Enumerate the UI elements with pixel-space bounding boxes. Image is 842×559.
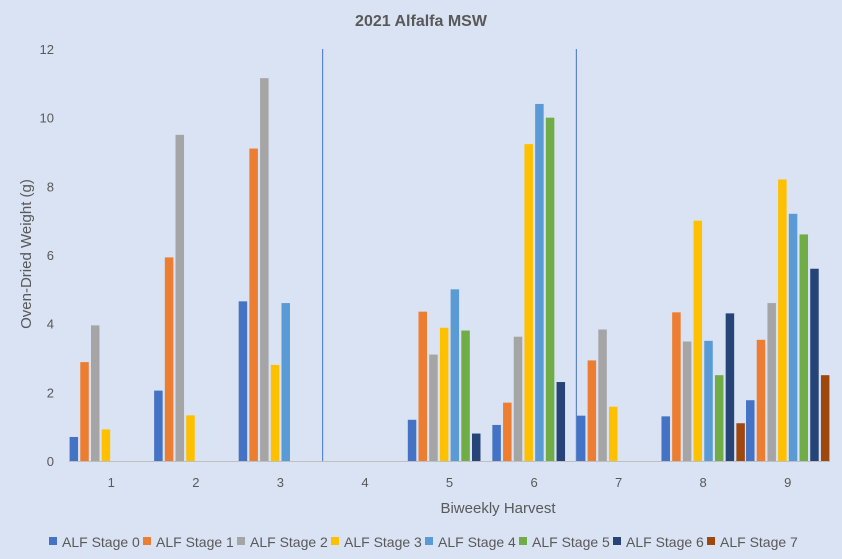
y-tick-label: 2 — [47, 385, 54, 400]
bar — [90, 325, 100, 461]
legend-label: ALF Stage 7 — [720, 534, 798, 550]
bar — [260, 78, 269, 461]
legend: ALF Stage 0 ALF Stage 1 ALF Stage 2 ALF Sta… — [49, 534, 798, 550]
bar — [524, 144, 533, 461]
bar — [429, 354, 438, 461]
bar — [746, 400, 755, 461]
bar — [472, 433, 481, 461]
bar — [418, 311, 427, 461]
bar — [714, 375, 724, 461]
legend-swatch — [143, 537, 151, 545]
y-tick-label: 0 — [47, 454, 54, 469]
bar — [175, 134, 185, 462]
bar — [704, 340, 713, 461]
bar — [513, 336, 523, 461]
x-tick-label: 3 — [277, 475, 284, 490]
bar — [778, 179, 787, 461]
bar — [736, 423, 745, 461]
legend-swatch — [331, 537, 339, 545]
bar — [598, 329, 607, 461]
legend-swatch — [237, 537, 245, 545]
legend-label: ALF Stage 2 — [250, 534, 328, 550]
bar — [492, 424, 501, 461]
x-tick-label: 1 — [108, 475, 115, 490]
bar — [238, 301, 248, 461]
bar — [788, 213, 798, 461]
bar — [101, 429, 111, 461]
bar — [270, 364, 280, 461]
bar — [164, 257, 174, 461]
bar — [672, 312, 681, 461]
bar — [69, 436, 79, 461]
y-tick-label: 6 — [47, 248, 54, 263]
bar — [576, 415, 586, 461]
legend-swatch — [707, 537, 715, 545]
legend-label: ALF Stage 1 — [156, 534, 234, 550]
bar — [767, 303, 776, 461]
legend-label: ALF Stage 6 — [626, 534, 704, 550]
x-tick-label: 4 — [361, 475, 368, 490]
y-tick-label: 4 — [47, 317, 54, 332]
bar — [154, 390, 163, 461]
bar — [249, 148, 258, 462]
x-tick-label: 8 — [700, 475, 707, 490]
legend-label: ALF Stage 4 — [438, 534, 516, 550]
chart-title: 2021 Alfalfa MSW — [355, 13, 488, 30]
x-tick-label: 5 — [446, 475, 453, 490]
bar — [186, 415, 195, 461]
y-tick-label: 10 — [40, 111, 54, 126]
bar — [450, 289, 460, 461]
y-axis-title: Oven-Dried Weight (g) — [18, 179, 35, 329]
legend-swatch — [49, 537, 57, 545]
bar — [682, 341, 692, 461]
x-tick-label: 6 — [530, 475, 537, 490]
bar — [535, 103, 544, 461]
bar — [661, 416, 670, 461]
y-tick-label: 8 — [47, 179, 54, 194]
x-tick-label: 9 — [784, 475, 791, 490]
bar — [587, 360, 597, 461]
legend-swatch — [519, 537, 527, 545]
bar — [407, 419, 417, 461]
bar — [439, 327, 449, 461]
bar — [609, 406, 618, 461]
legend-label: ALF Stage 0 — [62, 534, 140, 550]
bar — [545, 117, 555, 462]
x-tick-label: 2 — [192, 475, 199, 490]
x-tick-label: 7 — [615, 475, 622, 490]
bar — [799, 234, 809, 461]
bar — [725, 313, 735, 461]
legend-swatch — [425, 537, 433, 545]
bar — [556, 382, 566, 461]
y-tick-label: 12 — [40, 42, 54, 57]
bar — [756, 339, 766, 461]
bar — [820, 375, 830, 461]
legend-swatch — [613, 537, 621, 545]
bar — [810, 268, 819, 461]
x-axis-title: Biweekly Harvest — [440, 500, 556, 517]
legend-label: ALF Stage 5 — [532, 534, 610, 550]
bar — [503, 402, 512, 461]
bar — [461, 330, 470, 461]
bar — [693, 220, 703, 461]
bar — [281, 303, 290, 461]
bar — [80, 362, 89, 461]
legend-label: ALF Stage 3 — [344, 534, 422, 550]
